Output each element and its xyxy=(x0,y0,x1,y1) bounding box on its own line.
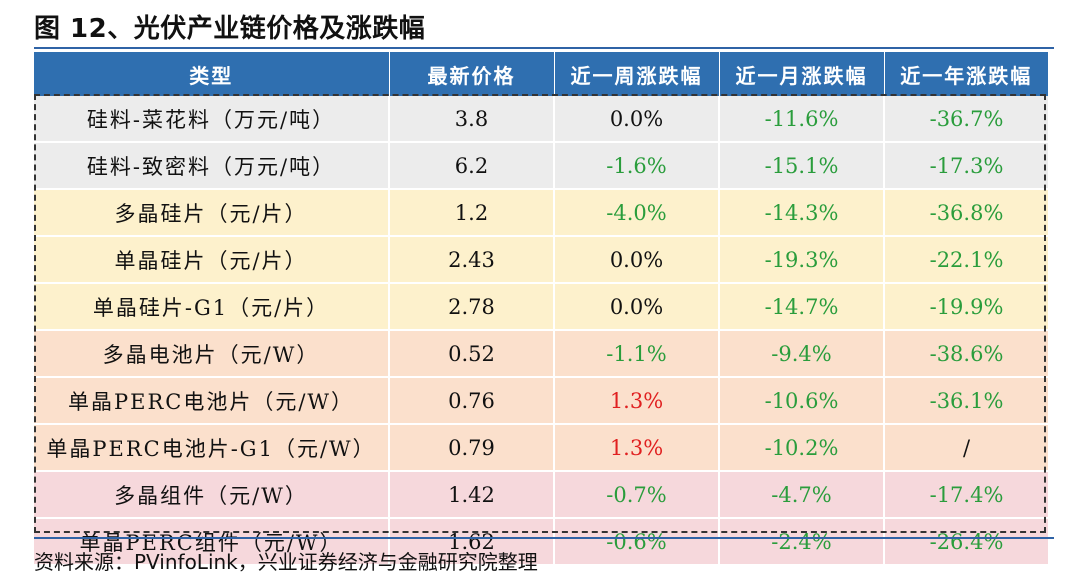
table-row: 单晶硅片（元/片） 2.43 0.0% -19.3% -22.1% xyxy=(34,236,1048,284)
row-week-change: 0.0% xyxy=(554,96,720,143)
row-name: 多晶电池片（元/W） xyxy=(34,330,390,378)
row-name: 多晶硅片（元/片） xyxy=(34,189,390,237)
row-week-change: -1.1% xyxy=(554,330,720,378)
row-price: 0.52 xyxy=(389,330,555,378)
row-week-change: 1.3% xyxy=(554,377,720,425)
row-week-change: -0.6% xyxy=(554,518,720,566)
row-week-change: 0.0% xyxy=(554,236,720,284)
table-row: 单晶硅片-G1（元/片） 2.78 0.0% -14.7% -19.9% xyxy=(34,283,1048,331)
header-year-change: 近一年涨跌幅 xyxy=(884,52,1048,96)
row-week-change: -4.0% xyxy=(554,189,720,237)
row-month-change: -10.6% xyxy=(719,377,885,425)
row-name: 单晶硅片（元/片） xyxy=(34,236,390,284)
table-header-row: 类型 最新价格 近一周涨跌幅 近一月涨跌幅 近一年涨跌幅 xyxy=(34,52,1048,96)
table-row: 多晶电池片（元/W） 0.52 -1.1% -9.4% -38.6% xyxy=(34,330,1048,378)
row-price: 1.2 xyxy=(389,189,555,237)
header-price: 最新价格 xyxy=(389,52,555,96)
figure-title: 图 12、光伏产业链价格及涨跌幅 xyxy=(34,14,426,44)
row-month-change: -11.6% xyxy=(719,96,885,143)
row-month-change: -10.2% xyxy=(719,424,885,472)
row-month-change: -14.3% xyxy=(719,189,885,237)
row-year-change: -38.6% xyxy=(884,330,1048,378)
row-year-change: -26.4% xyxy=(884,518,1048,566)
bottom-rule xyxy=(34,537,1054,539)
row-name: 单晶PERC电池片（元/W） xyxy=(34,377,390,425)
price-table: 类型 最新价格 近一周涨跌幅 近一月涨跌幅 近一年涨跌幅 硅料-菜花料（万元/吨… xyxy=(34,52,1048,566)
table-row: 单晶PERC组件（元/W） 1.62 -0.6% -2.4% -26.4% xyxy=(34,518,1048,566)
table-row: 硅料-菜花料（万元/吨） 3.8 0.0% -11.6% -36.7% xyxy=(34,96,1048,143)
table-row: 多晶组件（元/W） 1.42 -0.7% -4.7% -17.4% xyxy=(34,471,1048,519)
row-year-change: -17.3% xyxy=(884,142,1048,190)
row-price: 2.43 xyxy=(389,236,555,284)
header-week-change: 近一周涨跌幅 xyxy=(554,52,720,96)
row-year-change: / xyxy=(884,424,1048,472)
header-type: 类型 xyxy=(34,52,390,96)
row-price: 3.8 xyxy=(389,96,555,143)
header-month-change: 近一月涨跌幅 xyxy=(719,52,885,96)
row-price: 1.62 xyxy=(389,518,555,566)
table-row: 单晶PERC电池片-G1（元/W） 0.79 1.3% -10.2% / xyxy=(34,424,1048,472)
row-week-change: -0.7% xyxy=(554,471,720,519)
row-year-change: -36.8% xyxy=(884,189,1048,237)
row-month-change: -9.4% xyxy=(719,330,885,378)
price-table-container: 类型 最新价格 近一周涨跌幅 近一月涨跌幅 近一年涨跌幅 硅料-菜花料（万元/吨… xyxy=(34,52,1048,566)
row-week-change: -1.6% xyxy=(554,142,720,190)
source-note: 资料来源：PVinfoLink，兴业证券经济与金融研究院整理 xyxy=(34,550,538,574)
row-year-change: -22.1% xyxy=(884,236,1048,284)
row-year-change: -36.7% xyxy=(884,96,1048,143)
row-price: 2.78 xyxy=(389,283,555,331)
row-month-change: -2.4% xyxy=(719,518,885,566)
table-row: 单晶PERC电池片（元/W） 0.76 1.3% -10.6% -36.1% xyxy=(34,377,1048,425)
row-name: 硅料-菜花料（万元/吨） xyxy=(34,96,390,143)
table-row: 硅料-致密料（万元/吨） 6.2 -1.6% -15.1% -17.3% xyxy=(34,142,1048,190)
row-month-change: -4.7% xyxy=(719,471,885,519)
row-week-change: 0.0% xyxy=(554,283,720,331)
row-year-change: -36.1% xyxy=(884,377,1048,425)
row-week-change: 1.3% xyxy=(554,424,720,472)
row-price: 6.2 xyxy=(389,142,555,190)
row-price: 0.79 xyxy=(389,424,555,472)
row-month-change: -19.3% xyxy=(719,236,885,284)
row-month-change: -14.7% xyxy=(719,283,885,331)
row-price: 0.76 xyxy=(389,377,555,425)
row-year-change: -17.4% xyxy=(884,471,1048,519)
row-year-change: -19.9% xyxy=(884,283,1048,331)
row-name: 单晶PERC组件（元/W） xyxy=(34,518,390,566)
row-month-change: -15.1% xyxy=(719,142,885,190)
title-rule xyxy=(34,47,1054,49)
row-name: 硅料-致密料（万元/吨） xyxy=(34,142,390,190)
row-name: 多晶组件（元/W） xyxy=(34,471,390,519)
table-row: 多晶硅片（元/片） 1.2 -4.0% -14.3% -36.8% xyxy=(34,189,1048,237)
row-price: 1.42 xyxy=(389,471,555,519)
row-name: 单晶硅片-G1（元/片） xyxy=(34,283,390,331)
row-name: 单晶PERC电池片-G1（元/W） xyxy=(34,424,390,472)
